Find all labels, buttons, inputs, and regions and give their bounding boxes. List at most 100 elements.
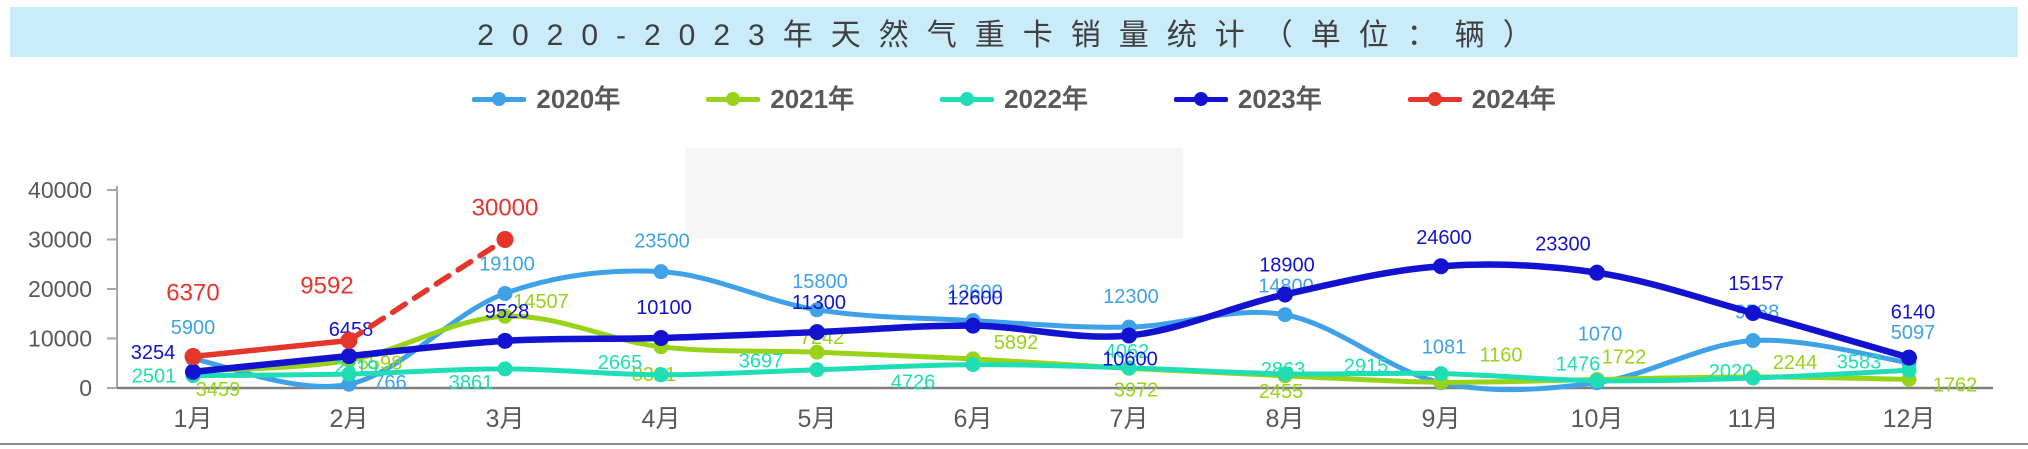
- series-line: [190, 362, 1912, 384]
- series-2024年: 6370 9592 30000: [166, 195, 538, 365]
- data-point[interactable]: [1589, 373, 1605, 389]
- data-point[interactable]: [1901, 349, 1917, 366]
- data-point[interactable]: [497, 285, 513, 301]
- data-label: 2455: [1259, 381, 1304, 403]
- data-point[interactable]: [1901, 362, 1917, 378]
- data-point[interactable]: [809, 344, 825, 360]
- data-label: 1070: [1578, 324, 1623, 346]
- data-point[interactable]: [1745, 333, 1761, 349]
- data-point[interactable]: [340, 332, 358, 350]
- watermark-box: [685, 148, 1183, 238]
- data-point[interactable]: [1277, 366, 1293, 382]
- window-bottom-edge: [0, 443, 2028, 445]
- data-label: 2863: [1261, 359, 1306, 381]
- data-label: 5900: [171, 317, 216, 339]
- x-tick-label: 7月: [1110, 405, 1149, 433]
- data-label: 18900: [1259, 254, 1315, 276]
- data-point[interactable]: [185, 363, 201, 380]
- x-tick-label: 2月: [330, 405, 369, 433]
- data-label: 23300: [1535, 234, 1591, 256]
- legend-label: 2021年: [770, 84, 855, 114]
- legend-item-2021年[interactable]: 2021年: [706, 86, 854, 112]
- legend-dot-icon: [726, 92, 741, 106]
- data-point[interactable]: [497, 332, 513, 349]
- data-label: 4726: [891, 372, 936, 394]
- x-tick-label: 12月: [1883, 405, 1936, 433]
- x-axis: 1月 2月 3月 4月 5月 6月 7月 8月 9月 10月 11月 12月: [117, 386, 1993, 433]
- data-label: 2665: [598, 352, 643, 374]
- data-label: 4062: [1105, 341, 1150, 363]
- chart-title-bar: 2020-2023年天然气重卡销量统计（单位：辆）: [10, 7, 2018, 57]
- data-point[interactable]: [965, 317, 981, 334]
- legend-marker-icon: [472, 92, 527, 106]
- data-point[interactable]: [496, 231, 514, 248]
- x-tick-label: 5月: [798, 405, 837, 433]
- data-point[interactable]: [809, 302, 825, 318]
- data-label: 3972: [1114, 379, 1159, 401]
- data-point[interactable]: [1589, 264, 1605, 281]
- data-point[interactable]: [497, 361, 513, 377]
- data-point[interactable]: [653, 264, 669, 280]
- data-point[interactable]: [1745, 370, 1761, 386]
- x-tick-label: 6月: [954, 405, 993, 433]
- series-segment: [190, 337, 352, 360]
- data-point[interactable]: [1277, 286, 1293, 303]
- data-label: 1762: [1933, 374, 1978, 396]
- legend-item-2022年[interactable]: 2022年: [940, 86, 1088, 112]
- data-point[interactable]: [809, 324, 825, 341]
- data-label: 2501: [132, 366, 177, 388]
- data-point[interactable]: [341, 366, 357, 382]
- data-label: 3697: [739, 351, 784, 373]
- data-point[interactable]: [1433, 366, 1449, 382]
- legend-marker-icon: [1407, 92, 1462, 106]
- data-label: 10100: [636, 297, 692, 319]
- data-point[interactable]: [965, 357, 981, 373]
- x-tick-label: 9月: [1422, 405, 1461, 433]
- data-label: 14507: [513, 291, 569, 313]
- data-point[interactable]: [341, 348, 357, 365]
- data-label: 1081: [1422, 337, 1467, 359]
- y-axis: 0 10000 20000 30000 40000: [28, 177, 118, 401]
- legend-dot-icon: [492, 92, 507, 106]
- legend-dot-icon: [960, 92, 975, 106]
- data-point[interactable]: [1121, 327, 1137, 344]
- data-point[interactable]: [1433, 258, 1449, 275]
- data-point[interactable]: [653, 367, 669, 383]
- data-label: 9528: [485, 301, 530, 323]
- data-point[interactable]: [184, 347, 202, 365]
- x-tick-label: 8月: [1266, 405, 1305, 433]
- data-point[interactable]: [1745, 304, 1761, 321]
- data-point[interactable]: [1277, 307, 1293, 323]
- data-point[interactable]: [653, 330, 669, 347]
- data-label: 1722: [1602, 346, 1647, 368]
- data-label: 23500: [634, 231, 690, 253]
- data-label: 19100: [479, 253, 535, 275]
- legend-label: 2022年: [1004, 84, 1088, 114]
- legend: 2020年 2021年 2022年 2023年 2024年: [0, 82, 2028, 116]
- series-2023年: 3254 6458 9528 10100 11300 12600 10600 18900 246…: [131, 227, 1936, 380]
- data-label: 3459: [196, 379, 241, 401]
- legend-item-2020年[interactable]: 2020年: [472, 86, 620, 112]
- data-label: 6140: [1891, 302, 1936, 324]
- data-point[interactable]: [1121, 360, 1137, 376]
- legend-label: 2024年: [1471, 84, 1556, 114]
- data-label: 5097: [1891, 322, 1936, 344]
- data-label: 3254: [131, 342, 176, 364]
- data-label: 24600: [1416, 227, 1472, 249]
- y-tick-label: 10000: [28, 326, 92, 352]
- data-label: 2020: [1709, 361, 1754, 383]
- data-label: 1476: [1556, 354, 1601, 376]
- legend-item-2023年[interactable]: 2023年: [1173, 84, 1322, 114]
- legend-item-2024年[interactable]: 2024年: [1407, 84, 1556, 114]
- data-label: 1160: [1479, 344, 1522, 366]
- data-point[interactable]: [809, 362, 825, 378]
- legend-label: 2023年: [1237, 84, 1322, 114]
- data-label: 10600: [1102, 349, 1158, 371]
- legend-dot-icon: [1193, 92, 1208, 106]
- y-tick-label: 20000: [28, 276, 92, 302]
- x-tick-label: 11月: [1728, 405, 1779, 433]
- data-point[interactable]: [497, 308, 513, 324]
- data-label: 30000: [472, 195, 539, 222]
